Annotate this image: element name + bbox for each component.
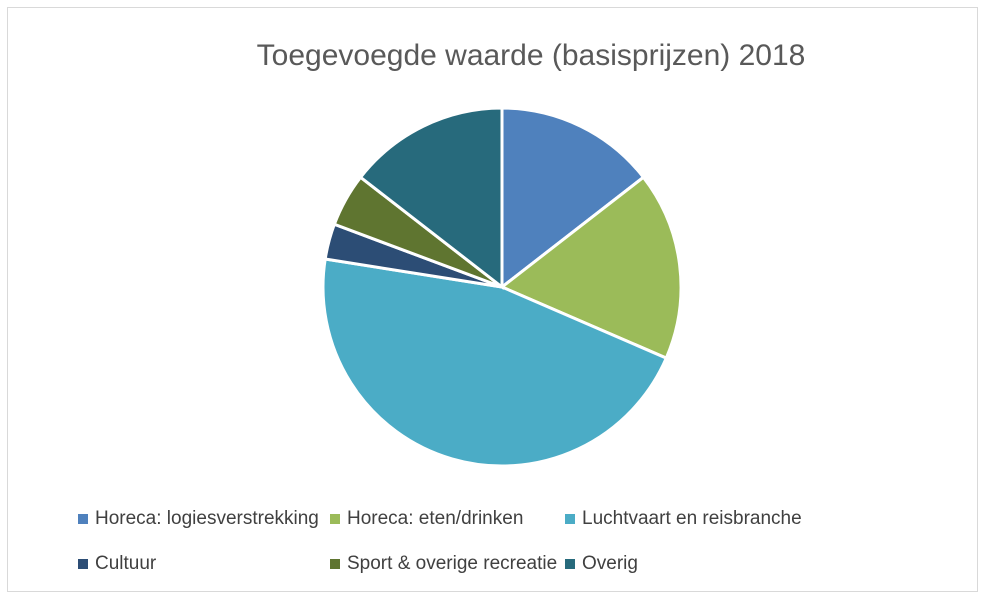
pie-slice bbox=[358, 106, 504, 291]
legend-swatch bbox=[330, 514, 340, 524]
legend-swatch bbox=[78, 514, 88, 524]
chart-title: Toegevoegde waarde (basisprijzen) 2018 bbox=[257, 39, 806, 72]
pie-slice bbox=[321, 257, 669, 468]
legend-swatch bbox=[330, 559, 340, 569]
legend-label: Luchtvaart en reisbranche bbox=[582, 508, 802, 529]
pie-slice bbox=[500, 106, 646, 291]
legend-swatch bbox=[78, 559, 88, 569]
legend-swatch bbox=[565, 514, 575, 524]
legend-label: Overig bbox=[582, 553, 638, 574]
legend-swatch bbox=[565, 559, 575, 569]
legend-label: Horeca: eten/drinken bbox=[347, 508, 523, 529]
legend-label: Horeca: logiesverstrekking bbox=[95, 508, 319, 529]
legend-label: Sport & overige recreatie bbox=[347, 553, 557, 574]
legend-label: Cultuur bbox=[95, 553, 157, 574]
pie-slice bbox=[499, 175, 683, 361]
